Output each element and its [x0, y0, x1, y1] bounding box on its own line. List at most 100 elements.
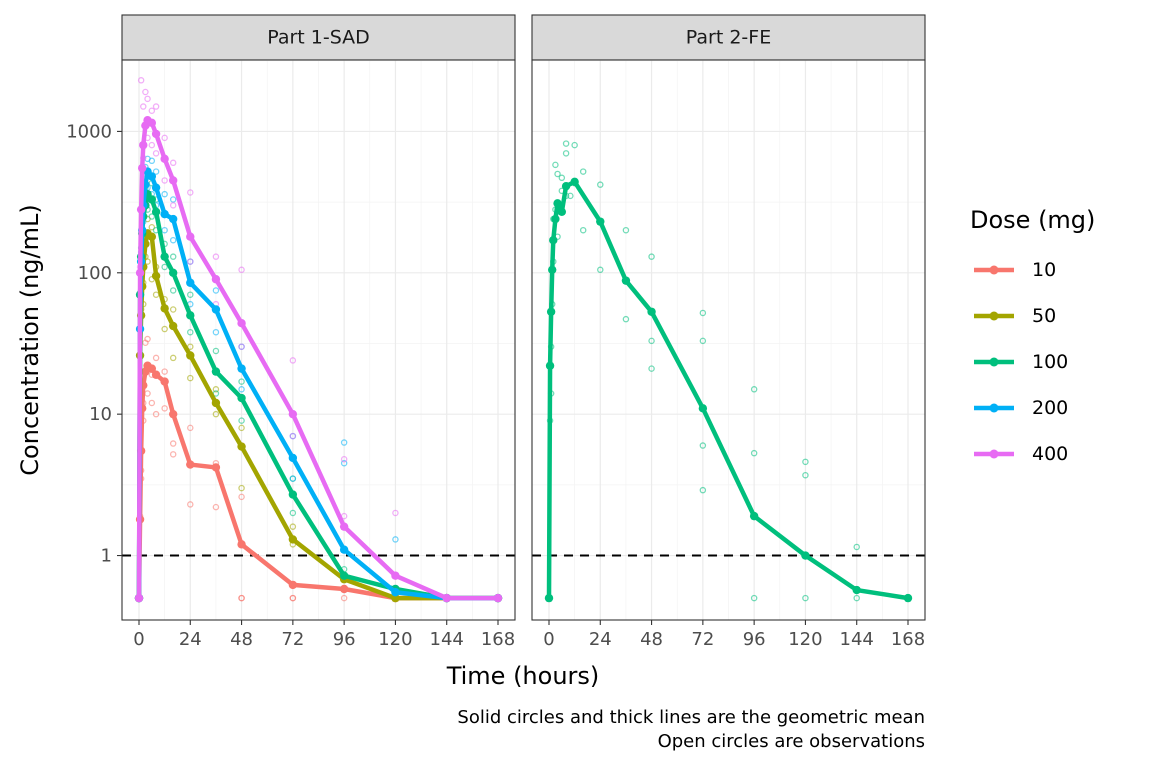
observation-point	[289, 523, 297, 530]
legend-key-point	[989, 311, 999, 321]
observation-point	[142, 88, 149, 96]
observation-point	[562, 140, 570, 147]
observation-point	[558, 174, 566, 182]
y-tick-label: 1000	[66, 121, 112, 142]
observation-point	[212, 328, 220, 336]
observation-point	[238, 343, 245, 350]
observation-point	[187, 291, 194, 298]
mean-point	[339, 584, 349, 594]
observation-point	[187, 189, 194, 196]
observation-point	[597, 181, 604, 188]
observation-point	[392, 509, 399, 517]
mean-point	[339, 571, 349, 580]
means-part2	[544, 177, 913, 603]
mean-point	[553, 199, 562, 208]
observation-point	[152, 354, 160, 362]
mean-point	[147, 195, 157, 204]
observation-point	[699, 337, 707, 345]
observation-point	[169, 202, 177, 209]
observation-point	[148, 157, 156, 165]
observation-point	[750, 386, 758, 393]
mean-point	[647, 307, 656, 316]
mean-point	[151, 370, 161, 379]
x-tick-label: 48	[230, 629, 253, 650]
x-tick-label: 96	[333, 629, 356, 650]
observation-point	[140, 103, 147, 110]
observation-point	[161, 325, 168, 333]
x-tick-label: 48	[640, 629, 663, 650]
mean-line-100	[546, 179, 911, 601]
x-axis-title: Time (hours)	[446, 662, 600, 690]
legend-label: 400	[1032, 443, 1068, 465]
mean-point	[136, 205, 146, 214]
mean-point	[493, 593, 503, 603]
mean-point	[391, 571, 400, 580]
mean-point	[168, 176, 178, 185]
observation-point	[238, 424, 245, 432]
mean-point	[151, 129, 161, 139]
observation-point	[169, 451, 177, 458]
observation-point	[144, 335, 151, 343]
mean-point	[903, 593, 913, 603]
x-tick-label: 24	[589, 629, 612, 650]
x-tick-label: 0	[543, 629, 554, 650]
strip-part1	[121, 14, 516, 61]
observation-point	[161, 368, 168, 375]
observation-point	[597, 266, 604, 274]
observation-point	[187, 374, 194, 382]
legend-key-point	[989, 265, 999, 275]
legend-label: 200	[1032, 397, 1068, 419]
mean-point	[147, 232, 157, 241]
x-axis-part1: 0 24 48 72 96 120 144 168	[133, 620, 515, 650]
observation-point	[340, 439, 348, 446]
observation-point	[212, 287, 220, 294]
mean-point	[548, 265, 557, 274]
mean-point	[391, 588, 400, 597]
mean-point	[168, 214, 178, 224]
observation-point	[340, 455, 348, 463]
observation-point	[392, 536, 399, 543]
observation-point	[552, 161, 559, 169]
observation-point	[148, 399, 156, 407]
x-tick-label: 168	[481, 629, 515, 650]
observation-point	[148, 141, 156, 149]
observation-point	[169, 159, 177, 167]
mean-point	[135, 268, 145, 277]
mean-point	[621, 276, 631, 285]
mean-point	[211, 463, 221, 472]
mean-point	[211, 367, 221, 376]
mean-point	[160, 377, 169, 386]
y-axis: 1 10 100 1000	[66, 121, 122, 567]
observation-point	[238, 417, 245, 424]
observation-point	[802, 594, 809, 602]
observation-point	[212, 253, 220, 260]
legend-label: 50	[1032, 305, 1056, 327]
observation-point	[161, 405, 168, 412]
observation-point	[554, 170, 561, 178]
mean-point	[557, 207, 567, 217]
observation-point	[289, 432, 297, 440]
observation-point	[622, 315, 630, 323]
observation-point	[562, 150, 570, 157]
mean-point	[186, 278, 195, 287]
x-tick-label: 72	[691, 629, 714, 650]
observation-point	[289, 594, 297, 602]
mean-point	[442, 593, 451, 603]
observation-point	[579, 226, 587, 234]
observation-point	[152, 291, 160, 298]
strip-label-part2: Part 2-FE	[686, 27, 771, 49]
observation-point	[289, 509, 297, 517]
legend-key-point	[989, 449, 999, 459]
y-axis-title: Concentration (ng/mL)	[16, 204, 44, 475]
observation-point	[148, 223, 156, 231]
mean-point	[551, 214, 560, 224]
observation-point	[148, 213, 156, 220]
observation-point	[212, 386, 220, 393]
observation-point	[699, 486, 707, 494]
mean-point	[339, 545, 349, 554]
observation-point	[853, 594, 860, 602]
mean-point	[160, 252, 169, 261]
legend-keys: 10 50 100 200 400	[974, 259, 1068, 465]
mean-point	[288, 580, 298, 590]
x-axis-part2: 0 24 48 72 96 120 144 168	[543, 620, 925, 650]
